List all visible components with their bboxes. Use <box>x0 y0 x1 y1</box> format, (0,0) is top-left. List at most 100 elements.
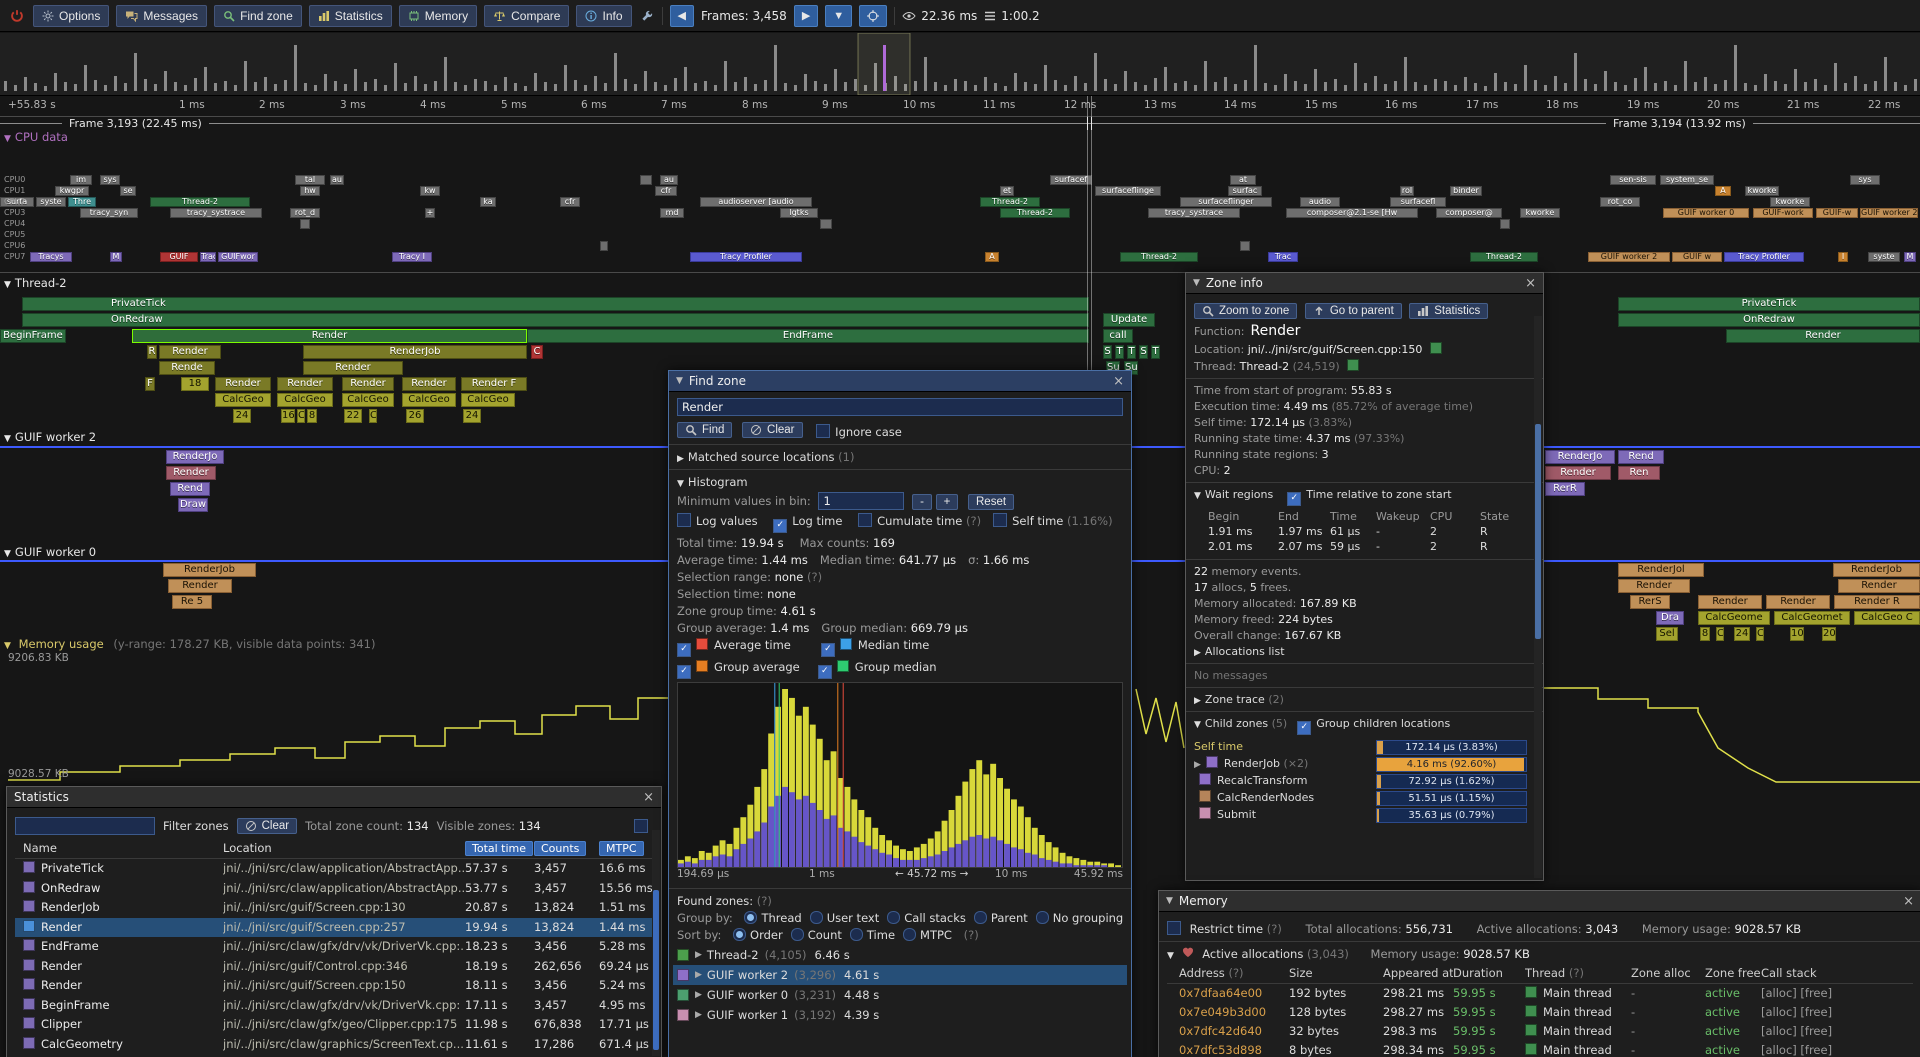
timeline-zone[interactable]: Render <box>168 579 232 593</box>
find-zone-titlebar[interactable]: ▼ Find zone × <box>669 371 1131 392</box>
legend-checkbox[interactable]: ✓ <box>677 665 691 679</box>
timeline-zone[interactable]: Update <box>1103 313 1155 327</box>
cpu-zone[interactable]: Trac <box>1268 252 1298 262</box>
cpu-zone[interactable]: GUIF worker 0 <box>1663 208 1749 218</box>
cpu-zone[interactable]: Tracy <box>200 252 216 262</box>
scrollbar[interactable] <box>1534 316 1542 878</box>
cpu-zone[interactable]: system_se <box>1660 175 1714 185</box>
child-zone-row[interactable]: ▶ RenderJob (×2) 4.16 ms (92.60%) <box>1194 755 1535 772</box>
timeline-zone[interactable]: 8 <box>1700 627 1710 641</box>
child-zones-header[interactable]: ▼ Child zones (5) ✓ Group children location… <box>1194 717 1535 735</box>
group-by-radio[interactable] <box>744 911 758 924</box>
column-header[interactable]: MTPC <box>599 841 653 856</box>
timeline-zone[interactable]: Render <box>342 377 394 391</box>
timeline-zone[interactable]: Render <box>1545 466 1611 480</box>
time-ruler[interactable]: +55.83 s 1 ms 2 ms 3 ms 4 ms 5 ms 6 ms 7 ms 8 m… <box>0 96 1920 117</box>
cpu-zone[interactable]: kworke <box>1745 186 1779 196</box>
cpu-zone[interactable]: audio <box>1300 197 1340 207</box>
cpu-zone[interactable] <box>600 241 608 251</box>
timeline-zone[interactable]: CalcGeo <box>277 393 333 407</box>
group-by-radio[interactable] <box>973 911 987 924</box>
cpu-zone[interactable]: A <box>985 252 999 262</box>
column-header[interactable]: Call stack <box>1761 966 1817 980</box>
cpu-zone[interactable]: GUIF-work <box>1753 208 1813 218</box>
cpu-zone[interactable]: M <box>1904 252 1916 262</box>
column-header[interactable]: Zone alloc <box>1631 966 1691 980</box>
relative-time-checkbox[interactable]: ✓ <box>1287 492 1302 506</box>
cpu-data-header[interactable]: ▼ CPU data <box>4 130 68 144</box>
table-row[interactable]: OnRedraw jni/../jni/src/claw/application/… <box>15 879 653 899</box>
close-icon[interactable]: × <box>1525 275 1536 291</box>
cpu-zone[interactable]: GUIF worker 2 <box>1860 208 1918 218</box>
timeline-zone[interactable]: RenderJob <box>1833 563 1920 577</box>
cpu-zone[interactable]: surfacef <box>1050 175 1092 185</box>
column-header[interactable]: Size <box>1289 966 1313 980</box>
cpu-zone[interactable]: cfr <box>560 197 580 207</box>
statistics-titlebar[interactable]: Statistics × <box>7 787 661 808</box>
cpu-zone[interactable] <box>1240 241 1250 251</box>
toolbar-button-Compare[interactable]: Compare <box>484 4 570 27</box>
timeline-zone[interactable]: 8 <box>307 409 317 423</box>
cpu-zone[interactable]: lgtks <box>780 208 818 218</box>
timeline-zone[interactable]: CalcGeo <box>461 393 515 407</box>
allocations-list-header[interactable]: ▶ Allocations list <box>1194 645 1285 658</box>
cpu-zone[interactable]: Tracys <box>30 252 72 262</box>
cpu-zone[interactable]: syste <box>1868 252 1900 262</box>
cpu-zone[interactable]: audioserver [audio <box>700 197 812 207</box>
cpu-zone[interactable]: surfacefl <box>1390 197 1446 207</box>
cpu-zone[interactable]: A <box>1715 186 1731 196</box>
cpu-zone[interactable] <box>1500 219 1510 229</box>
cpu-zone[interactable]: M <box>110 252 122 262</box>
cpu-zone[interactable]: Tracy I <box>392 252 432 262</box>
ignore-case-checkbox[interactable] <box>816 424 831 438</box>
timeline-zone[interactable]: RenderJob <box>163 563 256 577</box>
timeline-zone[interactable]: 24 <box>1734 627 1750 641</box>
cpu-zone[interactable]: Thre <box>68 197 96 207</box>
cpu-zone[interactable]: kwgpr <box>55 186 89 196</box>
clear-filter-button[interactable]: Clear <box>236 818 298 834</box>
cpu-zone[interactable]: md <box>660 208 684 218</box>
close-icon[interactable]: × <box>643 789 654 805</box>
timeline-zone[interactable]: C <box>1756 627 1764 641</box>
cpu-zone[interactable]: im <box>70 175 92 185</box>
timeline-zone[interactable]: 24 <box>463 409 481 423</box>
table-row[interactable]: CalcGeometry jni/../jni/src/claw/graphics… <box>15 1035 653 1055</box>
cpu-zone[interactable]: cfr <box>655 186 677 196</box>
timeline-zone[interactable]: 16 <box>281 409 295 423</box>
cpu-zone[interactable]: composer@ <box>1436 208 1502 218</box>
stats-option-checkbox[interactable] <box>634 819 648 833</box>
group-by-radio[interactable] <box>809 911 823 924</box>
timeline-zone[interactable]: Re 5 <box>172 595 212 609</box>
timeline-zone[interactable]: RenderJob <box>303 345 527 359</box>
cpu-zone[interactable]: tracy_syn <box>80 208 138 218</box>
timeline-zone[interactable]: Render <box>1838 579 1920 593</box>
timeline-zone[interactable]: C <box>369 409 377 423</box>
histogram-section-header[interactable]: ▼ Histogram <box>677 475 748 489</box>
timeline-zone[interactable]: call <box>1103 329 1133 343</box>
timeline-zone[interactable]: T <box>1115 345 1124 359</box>
sort-by-radio[interactable] <box>733 928 747 941</box>
timeline-zone[interactable]: S <box>1139 345 1148 359</box>
cpu-zone[interactable]: surfac <box>1228 186 1262 196</box>
table-row[interactable]: Render jni/../jni/src/guif/Screen.cpp:150… <box>15 976 653 996</box>
search-input[interactable] <box>677 398 1123 416</box>
cpu-zone[interactable]: surfa <box>0 197 34 207</box>
timeline-zone[interactable]: R <box>147 345 157 359</box>
cpu-zone[interactable]: rot_co <box>1600 197 1640 207</box>
guif-worker0-header[interactable]: ▼ GUIF worker 0 <box>4 545 97 559</box>
legend-checkbox[interactable]: ✓ <box>817 665 832 679</box>
timeline-zone[interactable]: Render <box>1698 595 1762 609</box>
matched-source-locations[interactable]: ▶ Matched source locations (1) <box>677 450 855 464</box>
cpu-zone[interactable]: I <box>1838 252 1848 262</box>
timeline-zone[interactable]: PrivateTick <box>22 297 1089 311</box>
reset-button[interactable]: Reset <box>968 494 1015 510</box>
cpu-zone[interactable]: Tracy Profiler <box>690 252 802 262</box>
tools-button[interactable] <box>639 5 655 27</box>
timeline-zone[interactable]: EndFrame <box>527 329 1089 343</box>
column-header[interactable]: Thread (?) <box>1525 966 1584 980</box>
zone-group-row[interactable]: ▶ Thread-2 (4,105) 6.46 s <box>673 945 1127 965</box>
frame-dropdown-button[interactable]: ▼ <box>825 4 853 27</box>
timeline-zone[interactable]: RenderJo <box>1545 450 1615 464</box>
table-row[interactable]: BeginFrame jni/../jni/src/claw/gfx/drv/vk… <box>15 996 653 1016</box>
legend-checkbox[interactable]: ✓ <box>820 643 835 657</box>
